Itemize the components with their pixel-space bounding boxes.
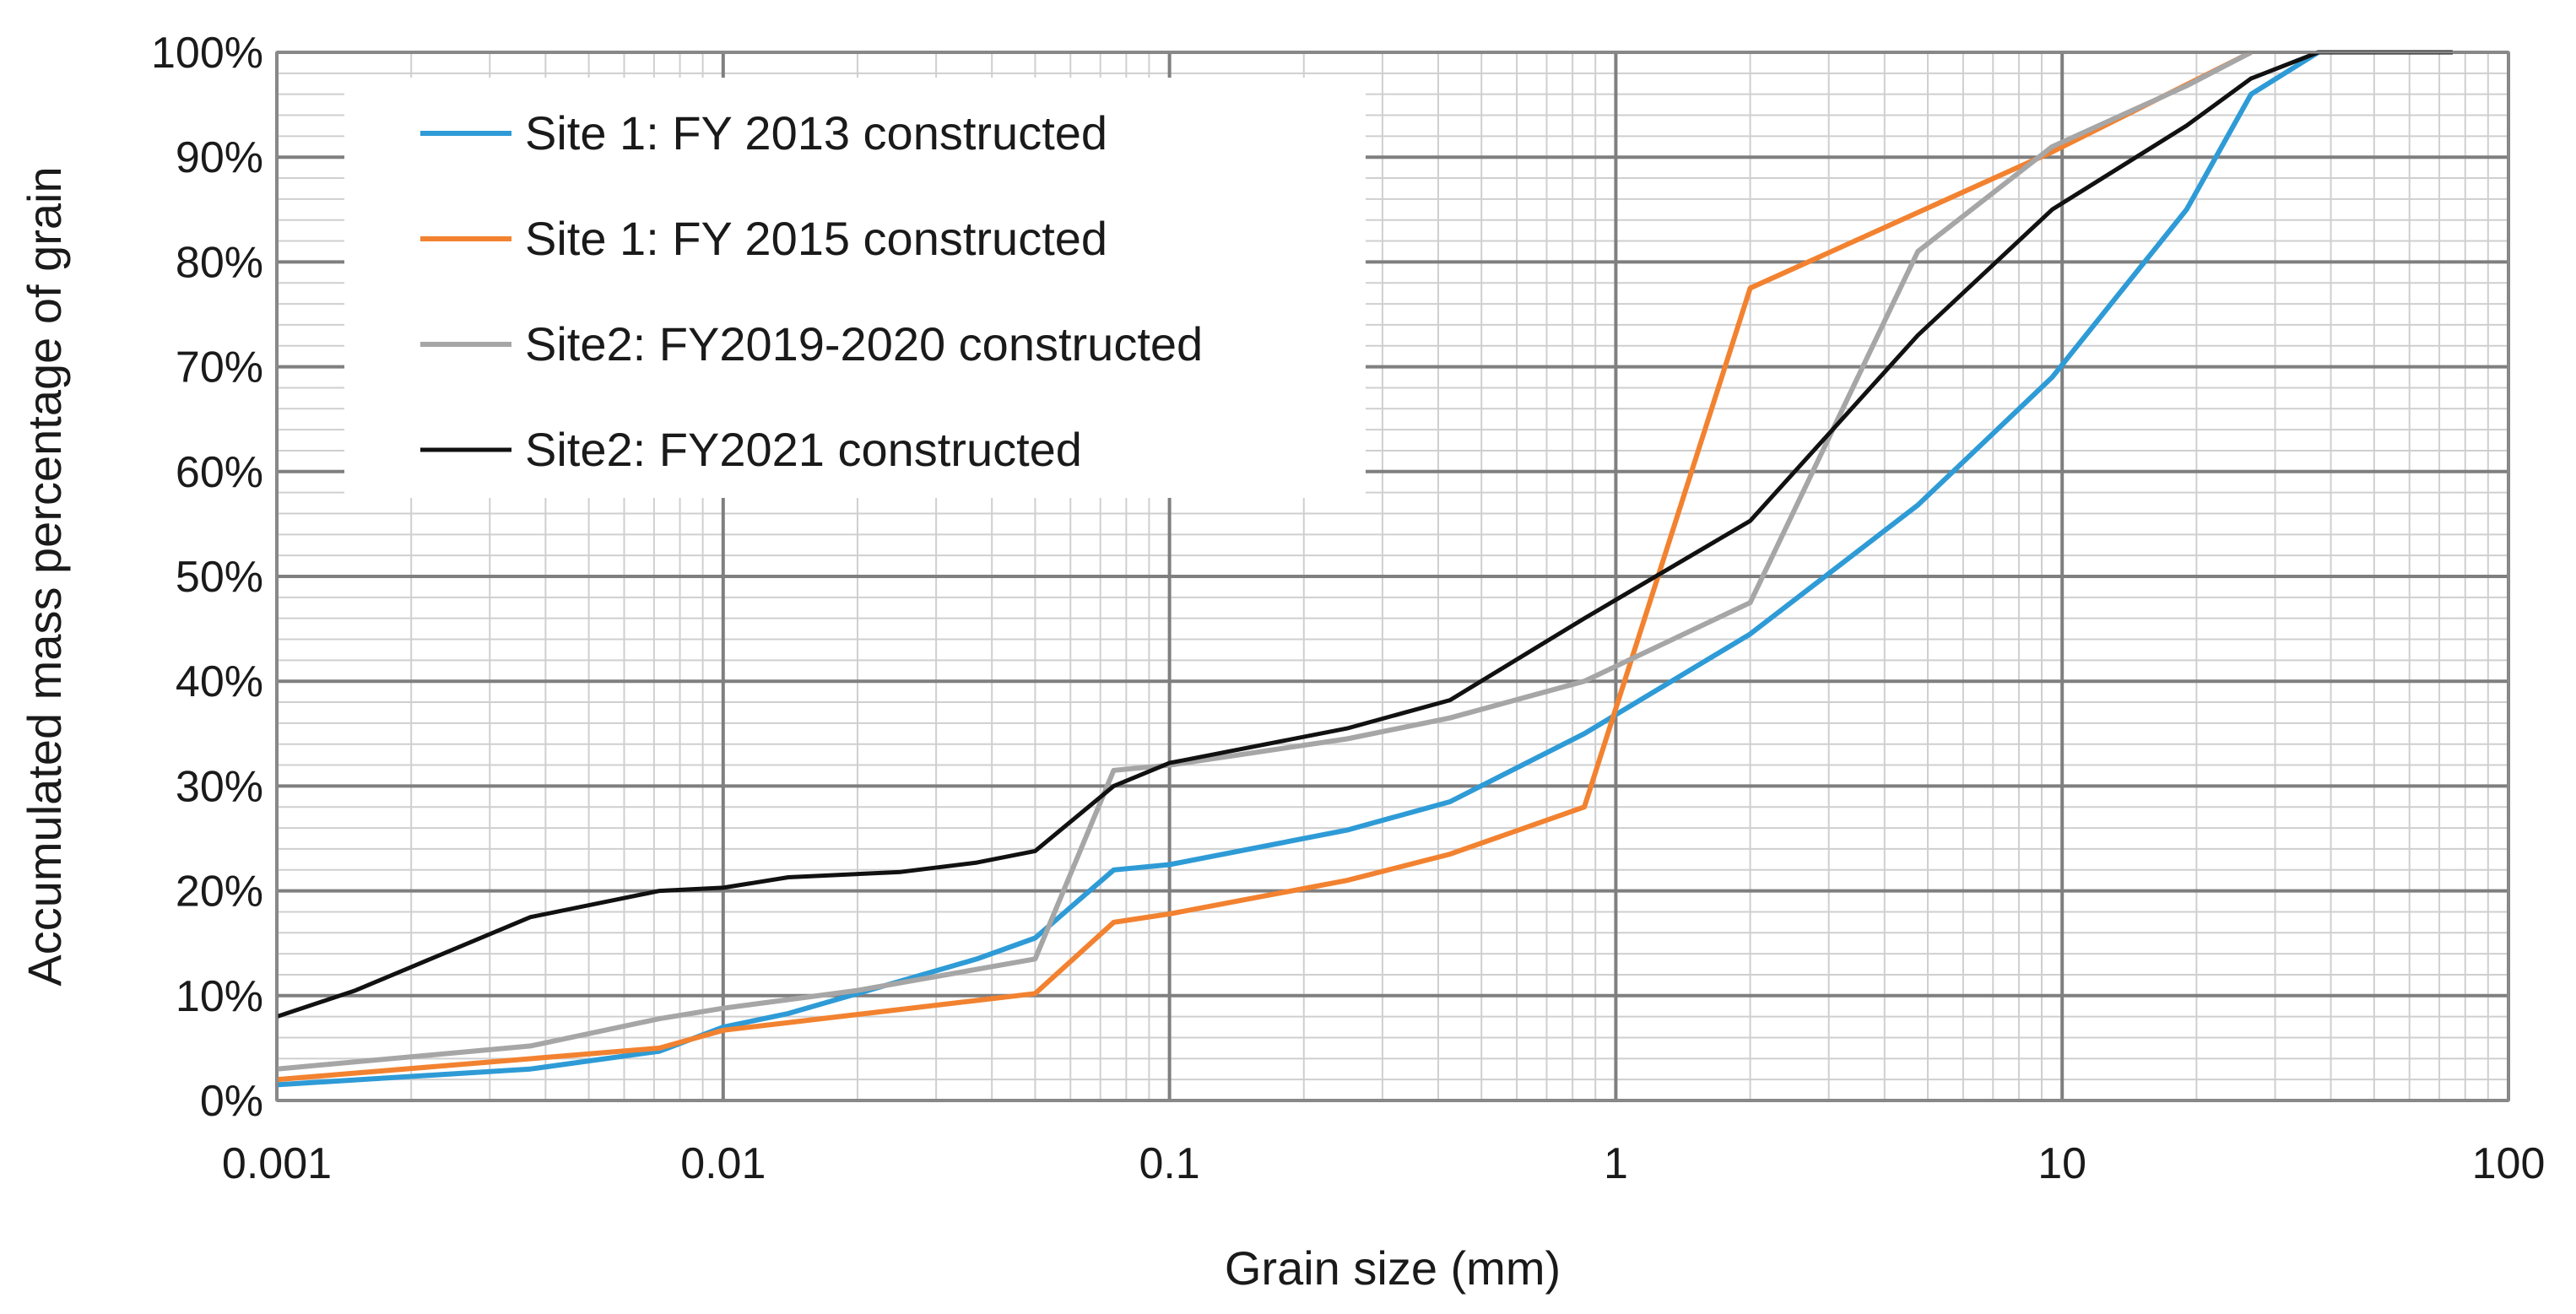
y-tick-label: 50% [176, 553, 263, 602]
legend-box [344, 78, 1366, 498]
y-tick-label: 70% [176, 343, 263, 392]
y-tick-label: 0% [200, 1077, 263, 1126]
y-axis-ticks: 0% 10% 20% 30% 40% 50% 60% 70% 80% 90% 100% [151, 29, 263, 1126]
x-tick-label: 0.1 [1139, 1139, 1199, 1188]
y-tick-label: 90% [176, 133, 263, 182]
legend-label-2: Site 1: FY 2015 constructed [525, 212, 1107, 265]
y-tick-label: 30% [176, 762, 263, 811]
y-tick-label: 10% [176, 972, 263, 1021]
legend-label-1: Site 1: FY 2013 constructed [525, 106, 1107, 160]
x-tick-label: 100 [2472, 1139, 2546, 1188]
x-axis-label: Grain size (mm) [1225, 1241, 1561, 1295]
series-line-4 [276, 50, 2453, 1019]
x-axis-ticks: 0.001 0.01 0.1 1 10 100 [222, 1139, 2545, 1188]
series-line-3 [276, 50, 2253, 1072]
y-tick-label: 80% [176, 238, 263, 287]
y-tick-label: 100% [151, 29, 263, 78]
series-line-1 [276, 50, 2320, 1088]
x-tick-label: 0.001 [222, 1139, 332, 1188]
plot-frame [275, 51, 2510, 1102]
x-tick-label: 0.01 [680, 1139, 766, 1188]
y-tick-label: 60% [176, 448, 263, 497]
y-tick-label: 40% [176, 657, 263, 706]
legend-label-4: Site2: FY2021 constructed [525, 423, 1082, 476]
y-tick-label: 20% [176, 868, 263, 917]
y-axis-label: Accumulated mass percentage of grain [18, 166, 71, 986]
series-line-2 [276, 50, 2253, 1083]
series-lines [276, 50, 2453, 1088]
legend-label-3: Site2: FY2019-2020 constructed [525, 317, 1203, 370]
x-tick-label: 10 [2038, 1139, 2086, 1188]
legend: Site 1: FY 2013 constructed Site 1: FY 20… [420, 106, 1203, 476]
x-tick-label: 1 [1604, 1139, 1628, 1188]
